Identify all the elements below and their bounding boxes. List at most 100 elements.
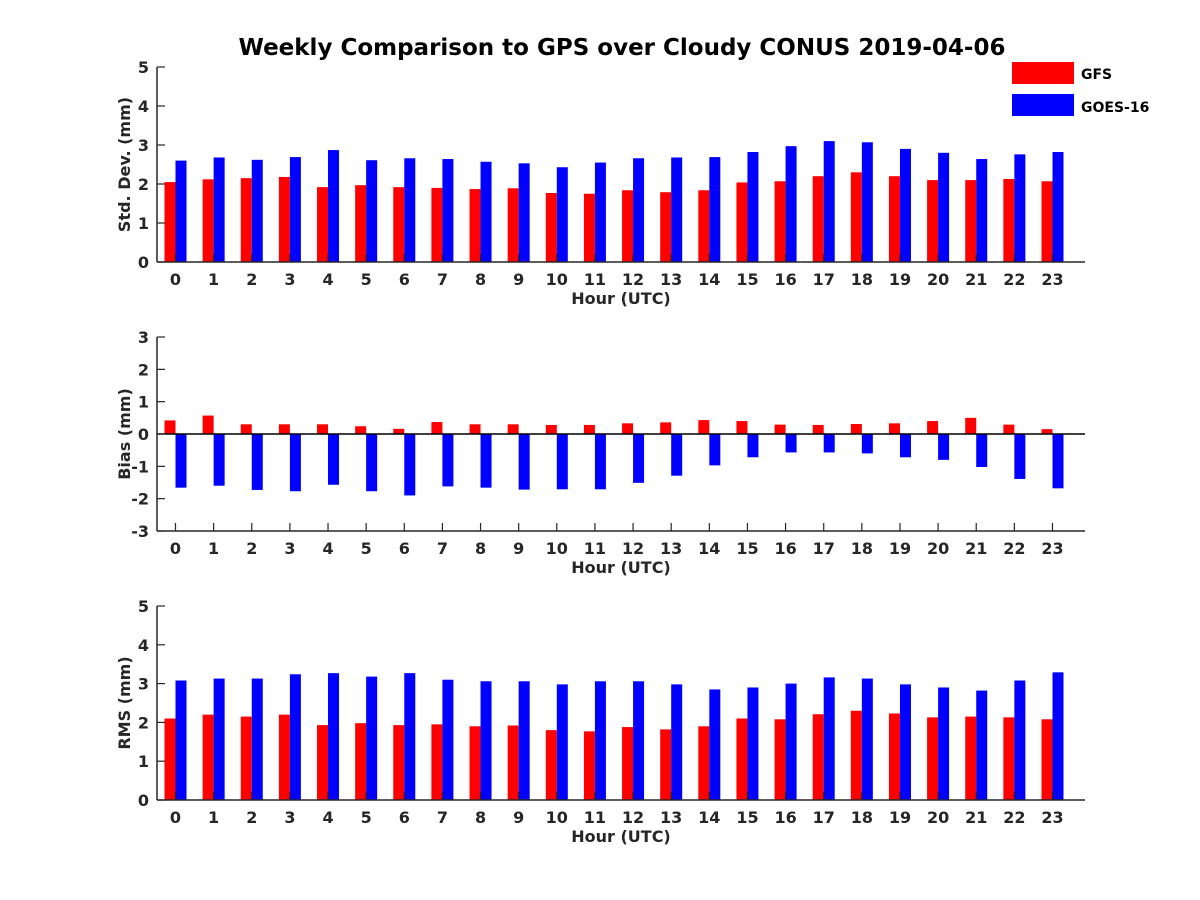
rms-y-tick-label: 3 — [138, 675, 149, 694]
bias-x-tick-label: 11 — [584, 539, 606, 558]
bias-bar-goes16-0 — [175, 434, 187, 488]
rms-y-tick-label: 2 — [138, 713, 149, 732]
rms-bar-gfs-6 — [393, 725, 405, 800]
bias-y-tick-label: 3 — [138, 328, 149, 347]
std-dev-x-tick-label: 21 — [965, 270, 987, 289]
rms-x-tick-label: 7 — [437, 808, 448, 827]
bias-bar-goes16-10 — [556, 434, 568, 490]
bias-y-tick-label: 2 — [138, 360, 149, 379]
bias-x-tick-label: 22 — [1003, 539, 1025, 558]
std-dev-y-tick-label: 1 — [138, 214, 149, 233]
rms-bar-goes16-11 — [594, 681, 606, 800]
std-dev-bar-gfs-23 — [1041, 181, 1053, 262]
bias-y-tick-label: -3 — [131, 522, 149, 541]
bias-x-tick-label: 0 — [170, 539, 181, 558]
bias-bar-gfs-12 — [622, 423, 634, 434]
std-dev-x-tick-label: 23 — [1041, 270, 1063, 289]
std-dev-bar-goes16-22 — [1014, 154, 1026, 262]
std-dev-bar-goes16-11 — [594, 162, 606, 262]
bias-bar-gfs-18 — [850, 423, 862, 434]
std-dev-x-tick-label: 1 — [208, 270, 219, 289]
rms-bar-gfs-1 — [202, 714, 214, 800]
bias-bar-gfs-3 — [278, 424, 290, 434]
bias-y-tick-label: -1 — [131, 457, 149, 476]
rms-x-tick-label: 20 — [927, 808, 949, 827]
bias-x-tick-label: 2 — [246, 539, 257, 558]
std-dev-x-tick-label: 8 — [475, 270, 486, 289]
bias-bar-goes16-15 — [747, 434, 759, 458]
bias-x-tick-label: 19 — [889, 539, 911, 558]
bias-bar-goes16-19 — [899, 434, 911, 458]
rms-y-tick-label: 4 — [138, 636, 149, 655]
std-dev-bar-goes16-13 — [671, 157, 683, 262]
bias-bar-gfs-16 — [774, 424, 786, 434]
bias-bar-goes16-17 — [823, 434, 835, 453]
bias-bar-goes16-5 — [366, 434, 378, 492]
bias-x-tick-label: 21 — [965, 539, 987, 558]
rms-bar-gfs-10 — [545, 730, 557, 800]
rms-y-tick-label: 5 — [138, 597, 149, 616]
bias-bar-goes16-13 — [671, 434, 683, 476]
rms-bar-goes16-20 — [938, 687, 950, 800]
std-dev-bar-gfs-19 — [888, 176, 900, 262]
bias-x-tick-label: 8 — [475, 539, 486, 558]
std-dev-y-tick-label: 4 — [138, 97, 149, 116]
std-dev-x-tick-label: 22 — [1003, 270, 1025, 289]
std-dev-x-tick-label: 7 — [437, 270, 448, 289]
rms-bar-goes16-3 — [289, 674, 301, 800]
std-dev-bar-gfs-22 — [1003, 178, 1015, 262]
std-dev-bar-gfs-3 — [278, 176, 290, 262]
bias-y-tick-label: -2 — [131, 490, 149, 509]
rms-x-tick-label: 15 — [736, 808, 758, 827]
std-dev-x-tick-label: 3 — [284, 270, 295, 289]
rms-bar-gfs-19 — [888, 713, 900, 800]
rms-x-tick-label: 22 — [1003, 808, 1025, 827]
rms-x-tick-label: 9 — [513, 808, 524, 827]
bias-x-tick-label: 7 — [437, 539, 448, 558]
bias-bar-gfs-15 — [736, 421, 748, 434]
rms-x-tick-label: 23 — [1041, 808, 1063, 827]
rms-bar-gfs-8 — [469, 726, 481, 800]
std-dev-bar-goes16-10 — [556, 167, 568, 262]
rms-x-tick-label: 2 — [246, 808, 257, 827]
rms-bar-goes16-9 — [518, 681, 530, 800]
bias-x-tick-label: 6 — [399, 539, 410, 558]
rms-x-tick-label: 6 — [399, 808, 410, 827]
bias-bar-gfs-10 — [545, 424, 557, 434]
std-dev-bar-goes16-9 — [518, 163, 530, 262]
rms-x-tick-label: 8 — [475, 808, 486, 827]
bias-x-tick-label: 3 — [284, 539, 295, 558]
std-dev-x-tick-label: 9 — [513, 270, 524, 289]
std-dev-y-tick-label: 0 — [138, 253, 149, 272]
std-dev-bar-goes16-21 — [976, 159, 988, 262]
bias-bar-goes16-21 — [976, 434, 988, 467]
bias-bar-gfs-20 — [927, 421, 939, 434]
rms-bar-goes16-0 — [175, 680, 187, 800]
rms-bar-gfs-23 — [1041, 719, 1053, 800]
rms-bar-goes16-19 — [899, 684, 911, 800]
chart-title: Weekly Comparison to GPS over Cloudy CON… — [239, 35, 1006, 61]
bias-x-tick-label: 18 — [851, 539, 873, 558]
std-dev-bar-gfs-12 — [622, 190, 634, 262]
std-dev-x-tick-label: 4 — [322, 270, 333, 289]
rms-bar-goes16-14 — [709, 689, 721, 800]
bias-bar-gfs-17 — [812, 424, 824, 434]
rms-bar-gfs-14 — [698, 726, 710, 800]
rms-y-tick-label: 0 — [138, 791, 149, 810]
std-dev-bar-goes16-20 — [938, 152, 950, 262]
std-dev-x-tick-label: 20 — [927, 270, 949, 289]
rms-bar-gfs-0 — [164, 718, 176, 800]
rms-bar-goes16-17 — [823, 677, 835, 800]
bias-x-tick-label: 16 — [774, 539, 796, 558]
bias-bar-goes16-4 — [328, 434, 340, 485]
rms-bar-gfs-12 — [622, 727, 634, 800]
bias-bar-gfs-1 — [202, 415, 214, 434]
rms-bar-goes16-7 — [442, 679, 454, 800]
std-dev-bar-gfs-9 — [507, 188, 519, 262]
rms-x-tick-label: 18 — [851, 808, 873, 827]
bias-bar-goes16-7 — [442, 434, 454, 487]
std-dev-y-tick-label: 5 — [138, 58, 149, 77]
bias-bar-goes16-1 — [213, 434, 225, 486]
rms-x-tick-label: 0 — [170, 808, 181, 827]
